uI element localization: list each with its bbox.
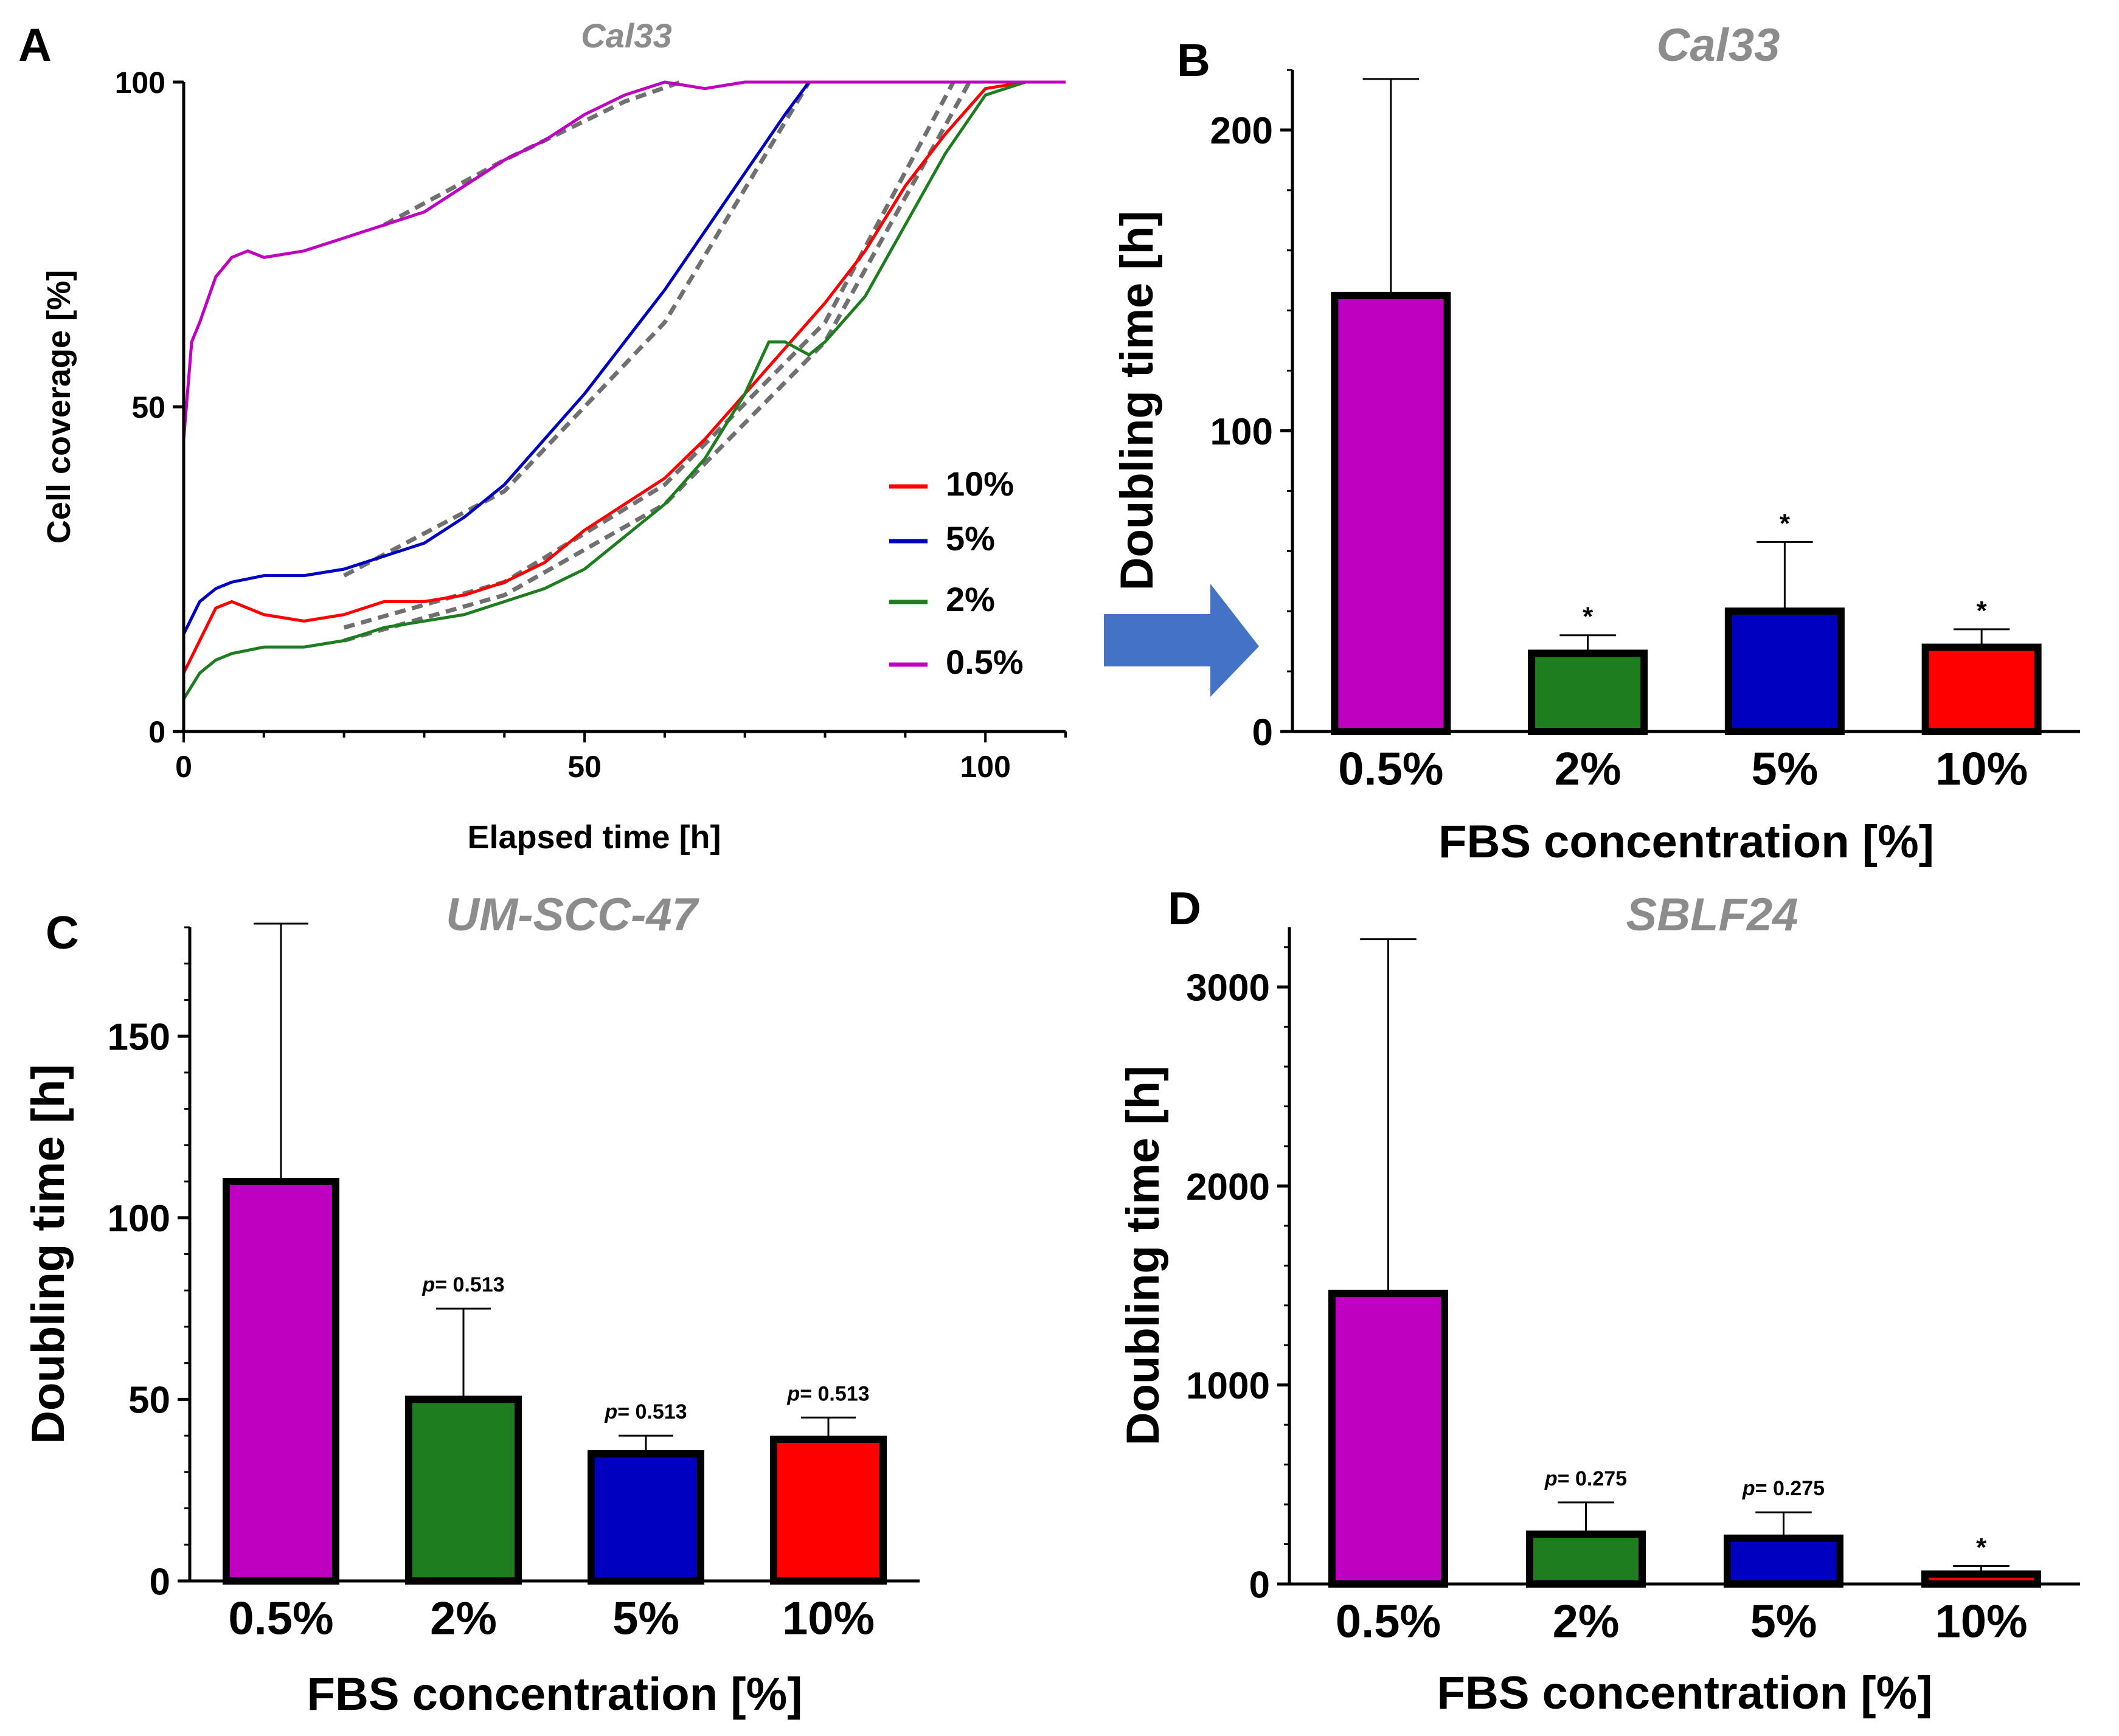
fit-line-0.5% xyxy=(383,80,682,227)
x-tick-label: 10% xyxy=(782,1592,875,1644)
x-axis-label: FBS concentration [%] xyxy=(307,1669,803,1720)
p-symbol: p xyxy=(604,1400,617,1423)
bar-0.5% xyxy=(1331,291,1451,735)
series-line-2% xyxy=(182,80,1066,700)
bar-2% xyxy=(1528,649,1648,736)
y-tick-label: 2000 xyxy=(1186,1166,1270,1208)
fit-line-5% xyxy=(343,81,811,578)
bar-0.5% xyxy=(1328,1290,1448,1588)
p-value-label: p= 0.513 xyxy=(786,1382,869,1405)
x-tick-label: 100 xyxy=(960,750,1010,784)
y-tick-label: 150 xyxy=(108,1016,170,1058)
y-tick-label: 50 xyxy=(131,390,165,424)
significance-star: * xyxy=(1780,508,1791,538)
significance-star: * xyxy=(1583,602,1594,632)
p-value-label: p= 0.275 xyxy=(1544,1467,1627,1490)
x-axis-label: Elapsed time [h] xyxy=(467,819,721,856)
series-line-0.5% xyxy=(182,80,1066,440)
p-symbol: p xyxy=(1742,1477,1755,1500)
bar-0.5% xyxy=(223,1178,339,1585)
x-tick-label: 2% xyxy=(1553,1596,1620,1647)
series-line-10% xyxy=(182,80,1066,674)
panel-letter-c: C xyxy=(46,907,79,959)
p-symbol: p xyxy=(1544,1467,1558,1490)
p-value-label: p= 0.513 xyxy=(421,1273,504,1296)
y-axis-label: Doubling time [h] xyxy=(1111,211,1163,591)
bar-5% xyxy=(1724,607,1845,735)
y-tick-label: 50 xyxy=(128,1380,170,1422)
fit-line-2% xyxy=(343,81,971,643)
y-tick-label: 0 xyxy=(148,715,165,749)
panel-letter-d: D xyxy=(1168,883,1201,935)
chart-title: Cal33 xyxy=(581,16,671,55)
x-tick-label: 0.5% xyxy=(1336,1596,1441,1647)
bar-10% xyxy=(1921,1570,2041,1588)
p-value-label: p= 0.275 xyxy=(1742,1477,1825,1500)
p-value: = 0.513 xyxy=(617,1400,687,1423)
x-tick-label: 0 xyxy=(175,750,192,784)
p-value: = 0.513 xyxy=(435,1273,504,1296)
y-tick-label: 0 xyxy=(150,1561,170,1603)
y-tick-label: 0 xyxy=(1249,1564,1270,1606)
bar-10% xyxy=(1921,643,2042,735)
y-axis-label: Doubling time [h] xyxy=(23,1064,74,1444)
x-axis-label: FBS concentration [%] xyxy=(1437,1667,1933,1719)
fit-line-10% xyxy=(343,81,955,630)
y-tick-label: 100 xyxy=(115,66,165,100)
p-value: = 0.513 xyxy=(800,1382,869,1405)
y-tick-label: 200 xyxy=(1210,110,1273,152)
arrow-icon xyxy=(1104,584,1259,697)
x-tick-label: 2% xyxy=(1555,743,1621,795)
p-symbol: p xyxy=(421,1273,435,1296)
bar-10% xyxy=(770,1436,887,1585)
legend-label-2%: 2% xyxy=(946,580,995,618)
y-tick-label: 1000 xyxy=(1186,1365,1270,1407)
y-tick-label: 0 xyxy=(1252,711,1273,753)
x-tick-label: 5% xyxy=(1751,743,1818,795)
significance-star: * xyxy=(1977,596,1988,626)
chart-title: SBLF24 xyxy=(1626,889,1798,941)
y-tick-label: 100 xyxy=(108,1198,170,1240)
panel-letter-b: B xyxy=(1177,35,1210,86)
panel-letter-a: A xyxy=(18,19,52,71)
bar-5% xyxy=(1724,1534,1843,1588)
y-tick-label: 100 xyxy=(1210,411,1273,453)
x-tick-label: 50 xyxy=(567,750,602,784)
legend-label-0.5%: 0.5% xyxy=(946,643,1024,681)
y-axis-label: Cell coverage [%] xyxy=(41,270,77,544)
x-tick-label: 10% xyxy=(1935,1596,2027,1647)
p-value-label: p= 0.513 xyxy=(604,1400,687,1423)
bar-2% xyxy=(405,1395,522,1585)
legend-label-5%: 5% xyxy=(946,519,995,558)
x-tick-label: 10% xyxy=(1935,743,2028,795)
panel-b-bar-chart: 0 100 200 0.5% 2% * 5% * 10% * FBS concentration [… xyxy=(1111,19,2080,868)
chart-title: UM-SCC-47 xyxy=(446,889,700,941)
p-symbol: p xyxy=(786,1382,800,1405)
legend-label-10%: 10% xyxy=(946,465,1014,503)
y-axis-label: Doubling time [h] xyxy=(1117,1066,1169,1446)
significance-star: * xyxy=(1976,1533,1987,1563)
x-tick-label: 2% xyxy=(430,1592,497,1644)
bar-5% xyxy=(588,1450,704,1585)
x-tick-label: 0.5% xyxy=(1338,743,1443,795)
series-line-5% xyxy=(182,80,1066,635)
x-tick-label: 0.5% xyxy=(228,1592,333,1644)
y-tick-label: 3000 xyxy=(1186,967,1270,1009)
panel-a-line-chart: 0 50 100 0 50 100 Elapsed time [h] Cell coverag… xyxy=(41,16,1067,856)
chart-title: Cal33 xyxy=(1657,19,1780,71)
x-tick-label: 5% xyxy=(612,1592,679,1644)
x-tick-label: 5% xyxy=(1750,1596,1817,1647)
x-axis-label: FBS concentration [%] xyxy=(1438,816,1934,868)
bar-2% xyxy=(1526,1530,1646,1588)
p-value: = 0.275 xyxy=(1755,1477,1825,1500)
p-value: = 0.275 xyxy=(1558,1467,1627,1490)
